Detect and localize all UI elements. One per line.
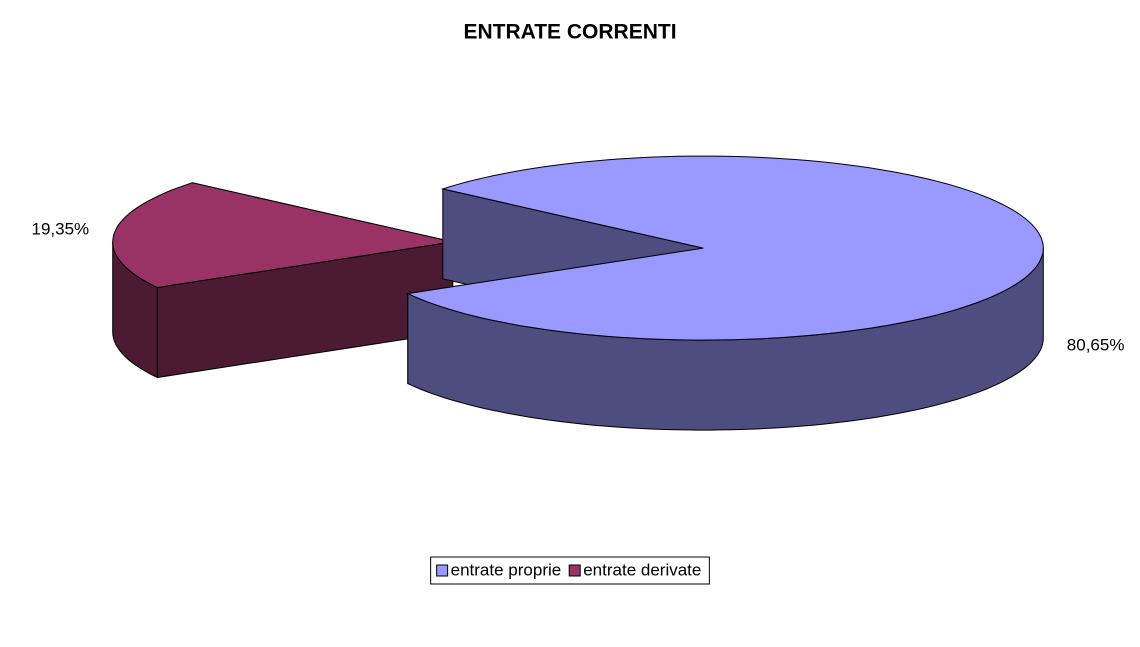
legend: entrate proprie entrate derivate [430, 556, 710, 585]
data-label: 19,35% [32, 219, 90, 238]
legend-label: entrate derivate [583, 560, 701, 579]
slice-top [112, 182, 453, 289]
slice-top [406, 155, 1044, 341]
pie-slice [112, 182, 454, 379]
data-label: 80,65% [1067, 336, 1125, 355]
chart-title: ENTRATE CORRENTI [463, 21, 676, 44]
pie-slice [406, 155, 1044, 431]
legend-swatch [436, 564, 449, 577]
legend-label: entrate proprie [451, 560, 562, 579]
legend-swatch [568, 564, 581, 577]
